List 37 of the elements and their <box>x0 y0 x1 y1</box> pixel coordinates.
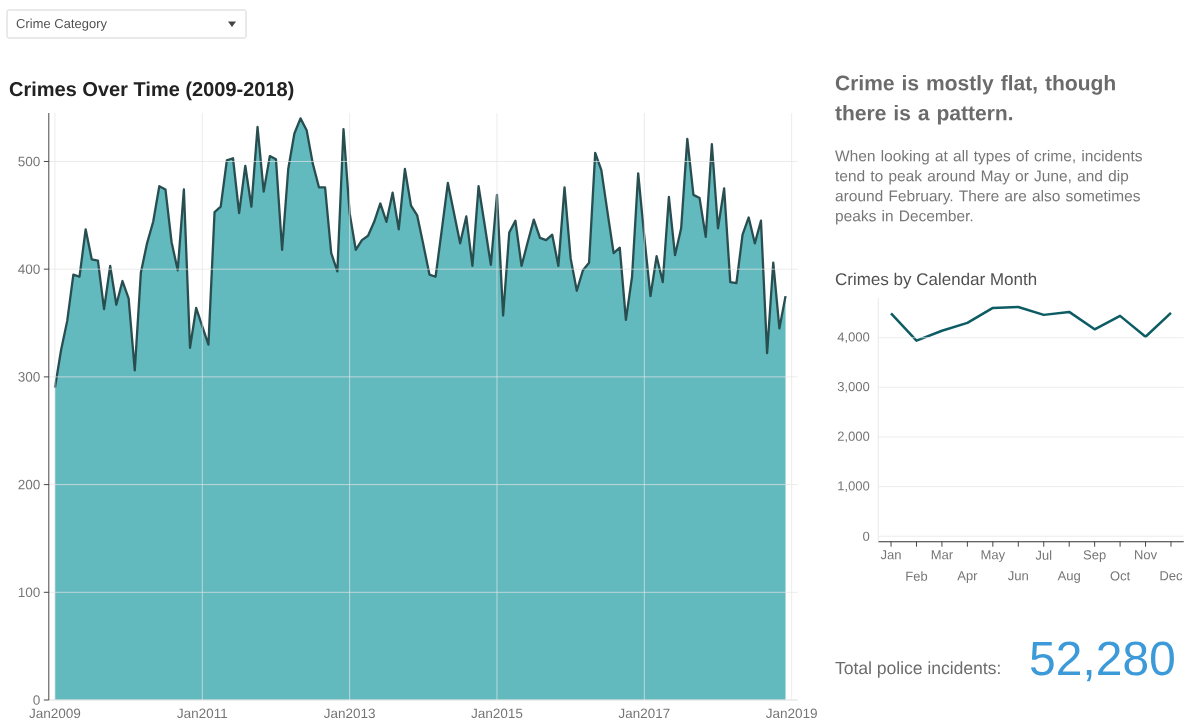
y-tick-label: 1,000 <box>838 481 870 492</box>
text: Crime is mostly flat, though there is a pattern. <box>835 75 1115 125</box>
y-tick-label: 100 <box>18 587 40 598</box>
y-tick-label: 400 <box>18 264 40 274</box>
text: 52,280 <box>1030 641 1174 682</box>
x-tick-label: Jul <box>1035 550 1052 560</box>
x-tick-label: Jun <box>1008 571 1028 581</box>
x-tick-label: Jan2009 <box>29 708 81 719</box>
y-tick-label: 2,000 <box>837 431 870 443</box>
text: When looking at all types of crime, incidents tend to peak around May or June, and dip around February. There are also sometimes peaks in December. <box>835 150 1142 225</box>
x-tick-label: Jan <box>880 550 901 560</box>
x-tick-label: Mar <box>931 550 953 560</box>
x-tick-label: Jan2015 <box>471 708 523 719</box>
x-tick-label: Jan2011 <box>177 708 228 719</box>
chart-title: Crimes by Calendar Month <box>835 272 1037 289</box>
x-tick-label: Jan2019 <box>765 708 817 719</box>
x-tick-label: Nov <box>1135 550 1158 560</box>
x-tick-label: Jan2017 <box>618 708 670 719</box>
chart-title: Crimes Over Time (2009-2018) <box>9 81 294 101</box>
x-tick-label: Apr <box>957 571 978 583</box>
y-tick-label: 300 <box>18 372 40 382</box>
x-tick-label: Dec <box>1160 571 1183 581</box>
x-tick-label: Jan2013 <box>323 708 375 719</box>
x-tick-label: Sep <box>1083 550 1106 563</box>
x-tick-label: May <box>981 550 1006 562</box>
line-series <box>889 305 1173 342</box>
x-tick-label: Feb <box>906 571 928 581</box>
text: Crime Category <box>16 18 107 31</box>
y-tick-label: 0 <box>33 695 40 705</box>
x-tick-label: Aug <box>1057 571 1080 583</box>
y-tick-label: 4,000 <box>837 332 870 344</box>
y-tick-label: 200 <box>18 479 40 490</box>
y-tick-label: 3,000 <box>837 381 870 393</box>
text: Total police incidents: <box>835 661 1000 678</box>
y-tick-label: 500 <box>18 156 40 167</box>
y-tick-label: 0 <box>863 531 870 541</box>
x-tick-label: Oct <box>1110 571 1131 581</box>
